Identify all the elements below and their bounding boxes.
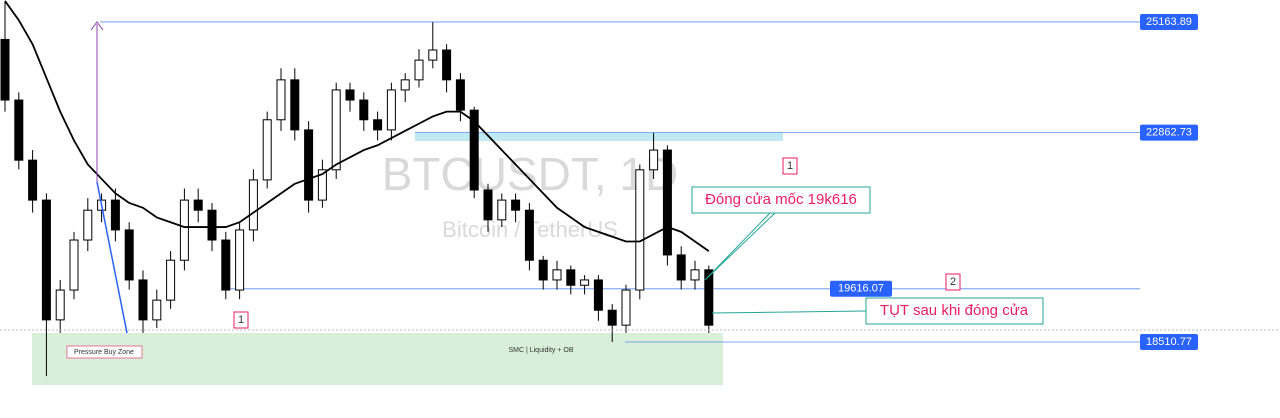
candle-body [262,119,272,181]
mark-box [233,311,249,329]
watermark-title: BTCUSDT, 1D [382,148,678,200]
candle-body [593,279,603,311]
candle-body [331,89,341,171]
candle-body [290,79,300,131]
price-label-box [1140,333,1198,350]
candle-body [455,79,465,111]
candle-body [138,279,148,321]
candle-body [28,159,38,201]
candle-body [483,189,493,221]
candle-body [55,289,65,321]
candle-body [511,199,521,211]
candle-body [386,89,396,131]
candle-body [345,89,355,101]
candle-body [193,199,203,211]
candle-body [317,169,327,201]
candle-body [248,179,258,231]
callout-text: Đóng cửa mốc 19k616 [705,191,857,208]
candle-body [14,99,24,161]
price-label: 22862.73 [1146,127,1192,139]
candle-body [676,254,686,281]
candle-body [179,199,189,261]
zone-label-box [66,345,143,359]
candle-body [469,109,479,191]
candle-body [235,229,245,291]
candle-body [580,279,590,286]
price-label-box [1140,124,1198,141]
mark-box [782,157,798,175]
mark-box [945,273,961,291]
candle-body [110,199,120,231]
candle-body [0,38,10,101]
candle-body [207,209,217,241]
candle-body [635,169,645,291]
mark-label: 1 [787,160,793,172]
candle-body [538,259,548,281]
arrow-head [90,21,104,31]
ob-zone [415,133,783,141]
moving-average [4,0,710,252]
candle-body [428,49,438,61]
candle-body [69,239,79,291]
candle-body [152,299,162,321]
candle-body [83,209,93,241]
callout-line [704,212,776,281]
candle-body [497,199,507,221]
callout-box [691,186,871,214]
callout-line [711,310,867,314]
candle-body [400,79,410,91]
price-label: 25163.89 [1146,16,1192,28]
callout-text: TỤT sau khi đóng cửa [880,302,1029,319]
candle-body [621,289,631,326]
zone-label: SMC | Liquidity + OB [508,347,573,354]
trend-line [96,181,128,334]
candle-body [166,259,176,301]
candle-body [359,99,369,121]
candle-body [690,269,700,281]
candle-body [373,119,383,131]
mark-label: 1 [238,314,244,326]
price-label-box [1140,13,1198,30]
price-label: 18510.77 [1146,336,1192,348]
candle-body [442,49,452,81]
candle-body [221,239,231,291]
candle-body [704,269,714,326]
candle-body [276,79,286,121]
price-label-box [830,280,892,297]
candle-body [304,129,314,201]
candle-body [552,269,562,281]
candle-body [41,199,51,321]
zone-label: Pressure Buy Zone [74,349,134,356]
mark-label: 2 [950,276,956,288]
callout-box [865,297,1044,325]
candle-body [607,309,617,326]
candle-body [414,59,424,81]
price-label: 19616.07 [838,283,884,295]
candle-body [566,269,576,286]
candle-body [649,149,659,171]
candle-body [124,229,134,281]
buy-zone [32,333,723,385]
candle-body [524,209,534,261]
candle-body [662,149,672,256]
